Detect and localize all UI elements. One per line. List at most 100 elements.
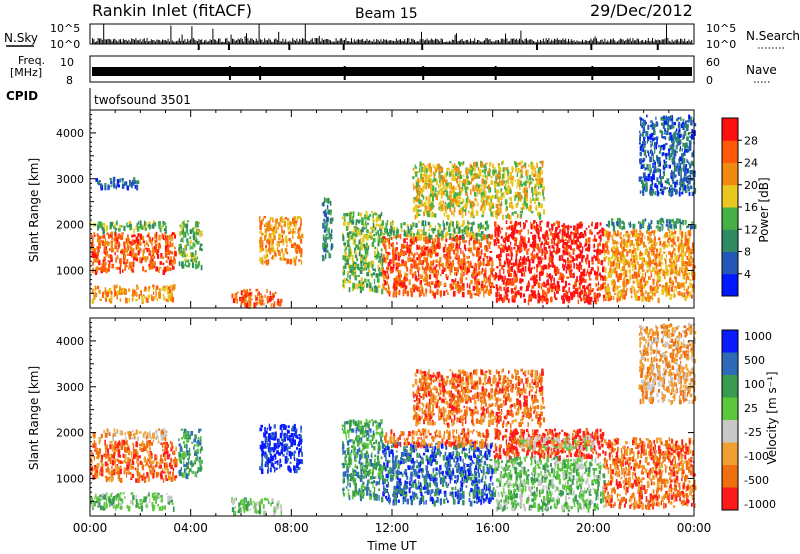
scatter-cell <box>179 224 181 228</box>
scatter-cell <box>663 251 666 254</box>
nsky-bar <box>366 38 368 44</box>
scatter-cell <box>124 247 127 253</box>
scatter-cell <box>417 229 420 232</box>
nsky-bar <box>97 38 99 44</box>
nsky-bar <box>254 41 256 44</box>
freq-marker <box>591 66 594 80</box>
nsky-bar <box>282 38 284 44</box>
scatter-cell <box>550 288 554 293</box>
nsky-bar <box>118 39 120 44</box>
scatter-cell <box>590 231 593 235</box>
scatter-cell <box>664 180 668 183</box>
scatter-cell <box>541 220 543 223</box>
scatter-cell <box>512 295 514 300</box>
scatter-cell <box>462 238 465 243</box>
scatter-cell <box>534 226 537 231</box>
scatter-cell <box>582 285 585 289</box>
nsky-bar <box>569 41 571 44</box>
scatter-cell <box>487 260 491 266</box>
scatter-cell <box>469 247 473 253</box>
scatter-cell <box>345 246 348 251</box>
scatter-cell <box>579 222 581 228</box>
scatter-cell <box>380 230 382 234</box>
scatter-cell <box>413 240 416 245</box>
scatter-cell <box>661 218 664 223</box>
scatter-cell <box>467 289 470 295</box>
scatter-cell <box>580 251 582 256</box>
scatter-cell <box>91 243 93 248</box>
scatter-cell <box>170 233 173 238</box>
scatter-cell <box>654 270 657 275</box>
nsky-bar <box>170 25 172 44</box>
scatter-cell <box>533 234 536 241</box>
nsky-bar <box>635 40 637 44</box>
scatter-cell <box>641 269 645 272</box>
scatter-cell <box>685 167 687 171</box>
scatter-cell <box>500 243 502 246</box>
scatter-cell <box>652 266 655 272</box>
nsky-bar <box>587 41 589 44</box>
scatter-cell <box>410 291 413 298</box>
scatter-cell <box>523 240 526 246</box>
nsky-bar <box>122 38 124 44</box>
scatter-cell <box>654 256 657 262</box>
scatter-cell <box>582 255 585 259</box>
scatter-cell <box>98 242 100 246</box>
scatter-cell <box>684 185 687 191</box>
scatter-cell <box>541 248 544 254</box>
scatter-cell <box>670 192 673 197</box>
scatter-cell <box>351 254 354 261</box>
scatter-cell <box>681 181 685 188</box>
scatter-cell <box>565 269 568 274</box>
scatter-cell <box>510 278 512 281</box>
scatter-cell <box>506 258 509 265</box>
scatter-cell <box>435 244 438 248</box>
scatter-cell <box>139 256 142 263</box>
scatter-cell <box>528 261 531 267</box>
cpid-value: twofsound 3501 <box>94 93 191 107</box>
scatter-cell <box>480 283 483 288</box>
scatter-cell <box>390 265 392 271</box>
scatter-cell <box>625 290 627 296</box>
scatter-cell <box>95 251 97 255</box>
scatter-cell <box>300 248 303 254</box>
scatter-cell <box>436 252 438 257</box>
scatter-cell <box>288 238 291 242</box>
scatter-cell <box>435 269 438 273</box>
scatter-cell <box>105 240 108 245</box>
scatter-cell <box>189 244 191 250</box>
scatter-cell <box>172 284 176 290</box>
scatter-cell <box>435 274 438 280</box>
scatter-cell <box>536 231 538 234</box>
scatter-cell <box>381 226 384 230</box>
scatter-cell <box>656 159 660 164</box>
scatter-cell <box>109 234 113 237</box>
scatter-cell <box>643 284 646 289</box>
scatter-cell <box>101 293 104 298</box>
scatter-cell <box>634 238 638 241</box>
nsky-bar <box>457 41 459 44</box>
scatter-cell <box>268 225 271 231</box>
nsky-bar <box>657 39 659 44</box>
scatter-cell <box>480 231 484 235</box>
scatter-cell <box>612 279 615 284</box>
scatter-cell <box>555 297 558 300</box>
scatter-cell <box>493 239 497 243</box>
scatter-cell <box>639 161 643 165</box>
nsky-bar <box>111 41 113 44</box>
nsky-bar <box>618 40 620 44</box>
scatter-cell <box>553 222 556 225</box>
scatter-cell <box>109 227 112 230</box>
scatter-cell <box>100 236 103 239</box>
scatter-cell <box>549 257 551 263</box>
scatter-cell <box>690 175 692 181</box>
scatter-cell <box>453 228 456 234</box>
scatter-cell <box>266 222 268 227</box>
nsky-bar <box>355 41 357 44</box>
scatter-cell <box>614 242 617 245</box>
scatter-cell <box>511 252 513 257</box>
scatter-cell <box>248 303 251 309</box>
scatter-cell <box>562 223 565 228</box>
scatter-cell <box>477 223 481 228</box>
scatter-cell <box>446 276 449 281</box>
